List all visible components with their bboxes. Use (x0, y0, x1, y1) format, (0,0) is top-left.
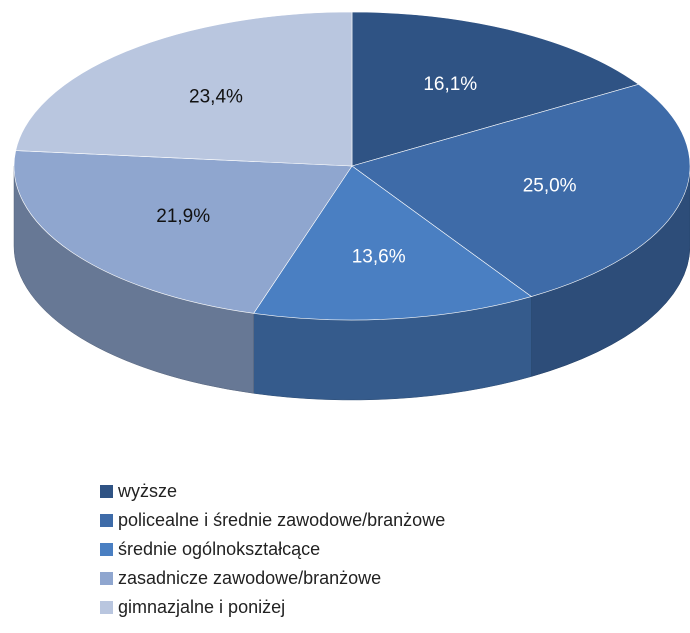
legend-swatch (100, 543, 113, 556)
slice (351, 11, 640, 167)
data-label: 16,1% (423, 74, 477, 95)
slice (13, 150, 353, 314)
legend-label: gimnazjalne i poniżej (118, 597, 285, 617)
data-label: 13,6% (352, 247, 406, 268)
legend-label: zasadnicze zawodowe/branżowe (118, 568, 381, 588)
slice (15, 11, 353, 167)
data-label: 25,0% (523, 176, 577, 197)
legend-label: średnie ogólnokształcące (118, 539, 320, 559)
data-label: 23,4% (189, 86, 243, 107)
data-label: 21,9% (156, 206, 210, 227)
legend-swatch (100, 485, 113, 498)
slice (253, 165, 532, 321)
legend-label: policealne i średnie zawodowe/branżowe (118, 510, 445, 530)
legend-swatch (100, 514, 113, 527)
legend-label: wyższe (117, 481, 177, 501)
slice (351, 83, 690, 297)
legend-swatch (100, 572, 113, 585)
legend-swatch (100, 601, 113, 614)
